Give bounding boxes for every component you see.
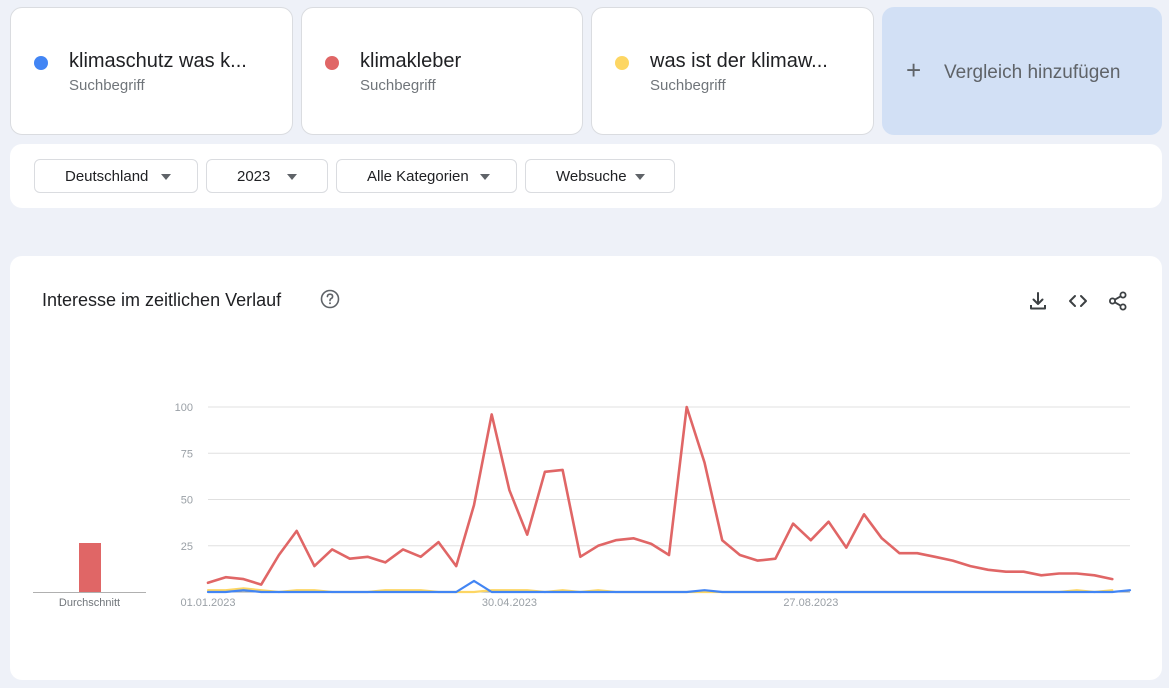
- y-tick-label: 75: [181, 448, 193, 460]
- filter-bar: Deutschland 2023 Alle Kategorien Websuch…: [10, 144, 1162, 208]
- caret-down-icon: [161, 174, 171, 180]
- add-comparison-button[interactable]: + Vergleich hinzufügen: [882, 7, 1162, 135]
- y-tick-label: 100: [175, 402, 193, 414]
- help-icon[interactable]: [320, 289, 340, 309]
- x-tick-label: 01.01.2023: [180, 597, 235, 609]
- caret-down-icon: [635, 174, 645, 180]
- y-tick-label: 50: [181, 495, 193, 507]
- series-line-2[interactable]: [206, 405, 1114, 586]
- term-card-2[interactable]: klimakleber Suchbegriff: [301, 7, 583, 135]
- panel-title: Interesse im zeitlichen Verlauf: [42, 290, 282, 310]
- interest-line-chart[interactable]: 100 75 50 25 01.01.2023 30.04.2023 27.08.2023: [165, 395, 1140, 615]
- term-name[interactable]: klimaschutz was k...: [69, 50, 247, 72]
- series-line-1[interactable]: [206, 579, 1132, 594]
- embed-icon[interactable]: [1067, 290, 1089, 312]
- average-baseline: [33, 592, 146, 593]
- average-bar: [79, 543, 101, 592]
- term-name[interactable]: was ist der klimaw...: [650, 50, 828, 72]
- interest-over-time-panel: Interesse im zeitlichen Verlauf: [10, 256, 1162, 680]
- search-type-dropdown[interactable]: Websuche: [525, 159, 675, 193]
- x-tick-label: 30.04.2023: [482, 597, 537, 609]
- time-dropdown[interactable]: 2023: [206, 159, 328, 193]
- share-icon[interactable]: [1107, 290, 1129, 312]
- term-name[interactable]: klimakleber: [360, 50, 462, 72]
- x-tick-label: 27.08.2023: [783, 597, 838, 609]
- term-card-3[interactable]: was ist der klimaw... Suchbegriff: [591, 7, 874, 135]
- term-type: Suchbegriff: [650, 77, 726, 94]
- caret-down-icon: [287, 174, 297, 180]
- term-color-dot: [325, 56, 339, 70]
- download-icon[interactable]: [1027, 290, 1049, 312]
- region-dropdown[interactable]: Deutschland: [34, 159, 198, 193]
- add-comparison-label: Vergleich hinzufügen: [944, 62, 1121, 83]
- average-label: Durchschnitt: [58, 597, 121, 609]
- term-type: Suchbegriff: [360, 77, 436, 94]
- term-color-dot: [615, 56, 629, 70]
- search-type-value: Websuche: [556, 168, 627, 185]
- category-dropdown[interactable]: Alle Kategorien: [336, 159, 517, 193]
- y-tick-label: 25: [181, 541, 193, 553]
- term-color-dot: [34, 56, 48, 70]
- caret-down-icon: [480, 174, 490, 180]
- region-value: Deutschland: [65, 168, 149, 185]
- plus-icon: +: [906, 55, 922, 85]
- category-value: Alle Kategorien: [367, 168, 469, 185]
- term-type: Suchbegriff: [69, 77, 145, 94]
- term-card-1[interactable]: klimaschutz was k... Suchbegriff: [10, 7, 293, 135]
- time-value: 2023: [237, 168, 271, 185]
